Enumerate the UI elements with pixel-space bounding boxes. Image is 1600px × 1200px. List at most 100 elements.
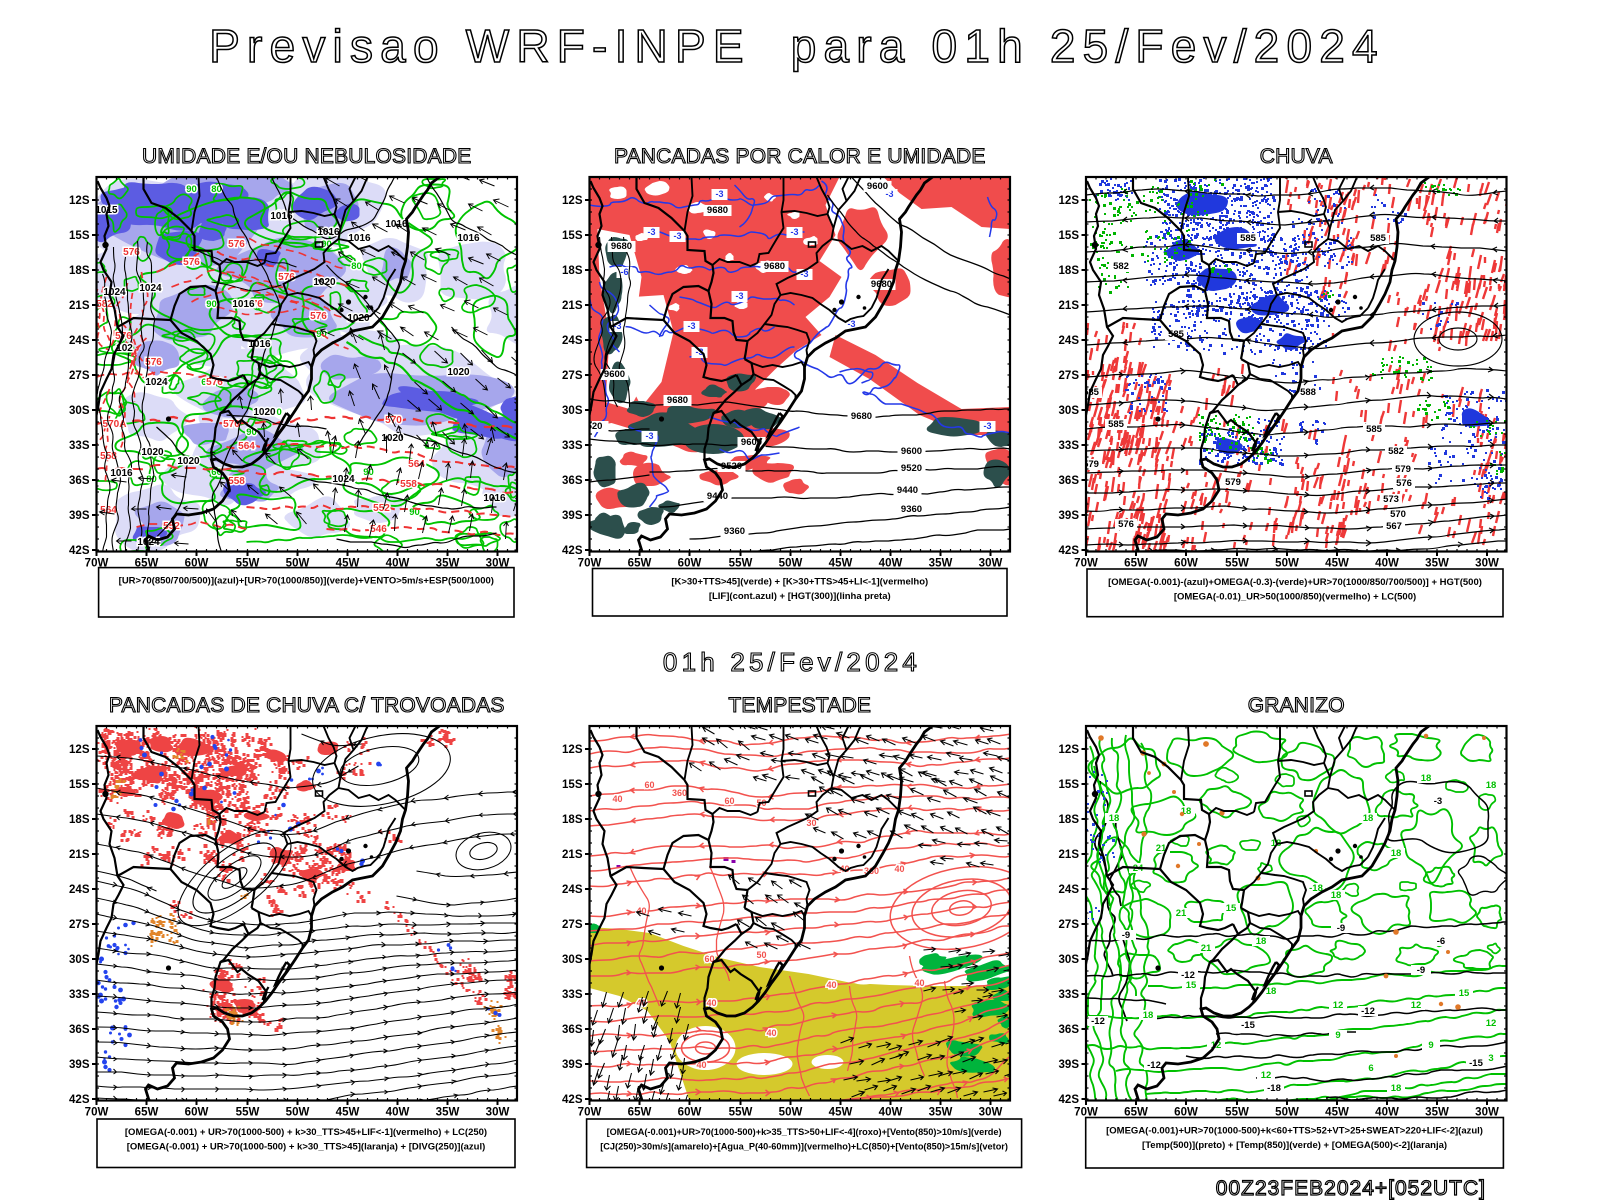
svg-text:9360: 9360 xyxy=(724,526,745,537)
svg-text:-9: -9 xyxy=(1417,965,1425,976)
svg-text:585: 585 xyxy=(1083,387,1100,398)
svg-text:573: 573 xyxy=(1383,494,1399,505)
svg-text:40: 40 xyxy=(612,794,622,804)
svg-text:40: 40 xyxy=(914,978,924,988)
svg-text:576: 576 xyxy=(183,257,200,268)
svg-text:[CJ(250)>30m/s](amarelo)+[Agua: [CJ(250)>30m/s](amarelo)+[Agua_P(40-60mm… xyxy=(600,1142,1008,1152)
svg-text:Previsao WRF-INPE para 01h 25: Previsao WRF-INPE para 01h 25/Fev/2024 xyxy=(209,20,1385,72)
svg-text:9680: 9680 xyxy=(667,395,688,406)
svg-text:18: 18 xyxy=(1181,806,1192,817)
svg-text:12: 12 xyxy=(1411,1000,1422,1011)
svg-text:-12: -12 xyxy=(1091,1016,1105,1027)
svg-text:18: 18 xyxy=(1391,1083,1402,1094)
svg-text:576: 576 xyxy=(246,299,263,310)
svg-text:18: 18 xyxy=(1256,936,1267,947)
svg-text:18: 18 xyxy=(1109,813,1120,824)
svg-text:576: 576 xyxy=(310,311,327,322)
svg-text:00Z23FEB2024+[052UTC]: 00Z23FEB2024+[052UTC] xyxy=(1216,1177,1486,1200)
svg-text:40: 40 xyxy=(636,998,646,1008)
svg-text:30: 30 xyxy=(806,818,816,828)
svg-text:9: 9 xyxy=(1428,1040,1433,1051)
svg-text:576: 576 xyxy=(228,239,245,250)
svg-text:15: 15 xyxy=(1186,980,1197,991)
svg-text:40: 40 xyxy=(706,998,716,1008)
svg-text:[OMEGA(-0.001) + UR>70(1000-50: [OMEGA(-0.001) + UR>70(1000-500) + k>30_… xyxy=(125,1127,487,1138)
svg-text:579: 579 xyxy=(1395,464,1411,475)
svg-text:-3: -3 xyxy=(687,321,695,331)
svg-text:9360: 9360 xyxy=(901,504,922,515)
svg-text:546: 546 xyxy=(370,524,387,535)
svg-text:3: 3 xyxy=(1488,1053,1493,1064)
svg-text:-3: -3 xyxy=(613,321,621,331)
svg-text:1024: 1024 xyxy=(145,377,168,388)
svg-text:-3: -3 xyxy=(735,291,743,301)
svg-text:552: 552 xyxy=(373,503,390,514)
svg-text:[OMEGA(-0.001)+UR>70(1000-500): [OMEGA(-0.001)+UR>70(1000-500)+k>35_TTS>… xyxy=(607,1127,1002,1137)
svg-text:552: 552 xyxy=(163,521,180,532)
svg-text:40: 40 xyxy=(894,864,904,874)
svg-text:-18: -18 xyxy=(1309,883,1323,894)
svg-text:CHUVA: CHUVA xyxy=(1260,145,1333,168)
svg-text:360: 360 xyxy=(672,788,687,798)
svg-text:-3: -3 xyxy=(647,227,655,237)
svg-text:[K>30+TTS>45](verde) + [K>30+T: [K>30+TTS>45](verde) + [K>30+TTS>45+LI<-… xyxy=(671,577,928,588)
svg-text:18: 18 xyxy=(1421,773,1432,784)
svg-text:[OMEGA(-0.001) + UR>70(1000-50: [OMEGA(-0.001) + UR>70(1000-500) + k>30_… xyxy=(127,1142,486,1153)
svg-text:1024: 1024 xyxy=(332,474,355,485)
svg-text:-6: -6 xyxy=(1437,936,1445,947)
svg-text:-9: -9 xyxy=(1337,923,1345,934)
svg-text:-3: -3 xyxy=(645,431,653,441)
svg-text:60: 60 xyxy=(644,780,654,790)
svg-text:1016: 1016 xyxy=(110,468,133,479)
svg-text:90: 90 xyxy=(206,299,217,310)
svg-text:520: 520 xyxy=(587,421,603,432)
svg-text:1024: 1024 xyxy=(103,287,126,298)
svg-text:80: 80 xyxy=(146,474,157,485)
svg-text:9520: 9520 xyxy=(901,463,922,474)
svg-text:[UR>70(850/700/500)](azul)+[UR: [UR>70(850/700/500)](azul)+[UR>70(1000/8… xyxy=(119,576,494,587)
svg-text:01h 25/Fev/2024: 01h 25/Fev/2024 xyxy=(663,647,921,677)
svg-text:[Temp(500)](preto) + [Temp(850: [Temp(500)](preto) + [Temp(850)](verde) … xyxy=(1142,1140,1447,1151)
svg-text:21: 21 xyxy=(1176,908,1187,919)
svg-text:GRANIZO: GRANIZO xyxy=(1248,694,1345,717)
svg-text:[LIF](cont.azul) + [HGT(300)](: [LIF](cont.azul) + [HGT(300)](linha pret… xyxy=(709,591,891,602)
svg-text:-18: -18 xyxy=(1267,1083,1281,1094)
svg-text:18: 18 xyxy=(1331,890,1342,901)
svg-text:PANCADAS POR CALOR E UMIDADE: PANCADAS POR CALOR E UMIDADE xyxy=(614,145,986,168)
svg-text:40: 40 xyxy=(839,864,849,874)
svg-text:-9: -9 xyxy=(1122,930,1130,941)
svg-text:-12: -12 xyxy=(1181,970,1195,981)
svg-text:12: 12 xyxy=(1261,1070,1272,1081)
svg-text:21: 21 xyxy=(1201,943,1212,954)
svg-text:-3: -3 xyxy=(695,347,703,357)
svg-text:579: 579 xyxy=(1083,459,1099,470)
svg-text:9: 9 xyxy=(1335,1030,1340,1041)
svg-text:-3: -3 xyxy=(715,189,723,199)
svg-text:90: 90 xyxy=(321,239,332,250)
svg-text:-3: -3 xyxy=(847,319,855,329)
svg-text:18: 18 xyxy=(1391,848,1402,859)
svg-text:12: 12 xyxy=(1333,1000,1344,1011)
svg-text:-3: -3 xyxy=(983,421,991,431)
svg-text:-3: -3 xyxy=(1434,796,1442,807)
svg-text:1024: 1024 xyxy=(139,283,162,294)
svg-text:-3: -3 xyxy=(790,227,798,237)
svg-text:[OMEGA(-0.001)+UR>70(1000-500): [OMEGA(-0.001)+UR>70(1000-500)+k<60+TTS>… xyxy=(1106,1126,1483,1137)
svg-text:570: 570 xyxy=(1390,509,1406,520)
svg-text:15: 15 xyxy=(1226,903,1237,914)
svg-text:1020: 1020 xyxy=(141,447,164,458)
svg-text:576: 576 xyxy=(145,357,162,368)
svg-text:18: 18 xyxy=(1266,986,1277,997)
svg-text:9600: 9600 xyxy=(604,369,625,380)
svg-text:9680: 9680 xyxy=(851,411,872,422)
svg-text:558: 558 xyxy=(400,479,417,490)
svg-text:-15: -15 xyxy=(1241,1020,1255,1031)
svg-text:90: 90 xyxy=(186,184,197,195)
svg-text:1016: 1016 xyxy=(348,233,371,244)
svg-text:15: 15 xyxy=(1459,988,1470,999)
svg-text:21: 21 xyxy=(1156,843,1167,854)
svg-text:[OMEGA(-0.001)-(azul)+OMEGA(-0: [OMEGA(-0.001)-(azul)+OMEGA(-0.3)-(verde… xyxy=(1108,577,1482,588)
svg-text:[OMEGA(-0.01)_UR>50(1000/850)(: [OMEGA(-0.01)_UR>50(1000/850)(vermelho) … xyxy=(1174,592,1416,603)
svg-text:9680: 9680 xyxy=(707,205,728,216)
svg-text:18: 18 xyxy=(1486,780,1497,791)
